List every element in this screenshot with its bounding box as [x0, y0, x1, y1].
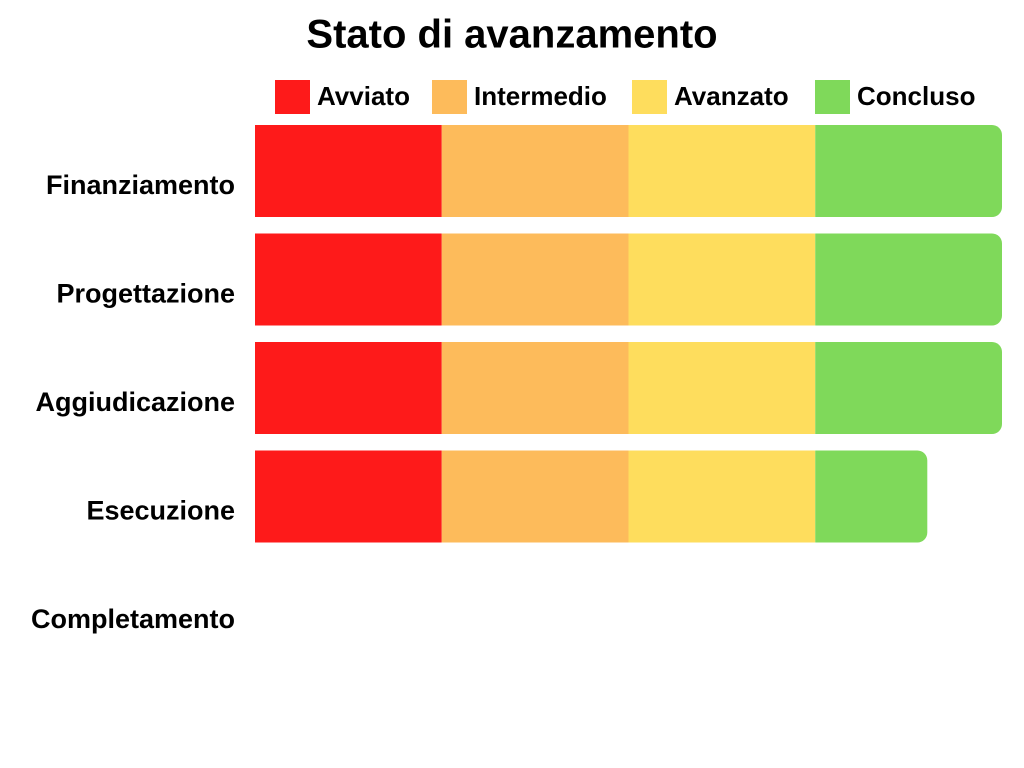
legend-swatch	[632, 80, 667, 114]
bar-segment	[255, 233, 442, 326]
bar-segment	[255, 125, 442, 217]
chart-title: Stato di avanzamento	[306, 13, 717, 57]
legend-label: Avviato	[317, 81, 410, 111]
legend-label: Avanzato	[674, 81, 789, 111]
legend-swatch	[275, 80, 310, 114]
bar-segment	[628, 233, 816, 326]
bar-segment	[441, 125, 629, 217]
bar-segment	[815, 125, 1002, 217]
category-label: Progettazione	[56, 279, 235, 309]
bar-segment	[628, 342, 816, 434]
bar-segment	[815, 342, 1002, 434]
legend-swatch	[815, 80, 850, 114]
bar-segment	[441, 233, 629, 326]
bar-segment	[815, 450, 928, 543]
category-label: Esecuzione	[86, 496, 235, 526]
legend-swatch	[432, 80, 467, 114]
bar-segment	[628, 450, 816, 543]
bar-segment	[255, 342, 442, 434]
legend-label: Concluso	[857, 81, 975, 111]
bar-segment	[441, 450, 629, 543]
legend-label: Intermedio	[474, 81, 607, 111]
bar-segment	[441, 342, 629, 434]
category-label: Completamento	[31, 604, 235, 634]
category-label: Finanziamento	[46, 170, 235, 200]
bar-segment	[628, 125, 816, 217]
bar-segment	[255, 450, 442, 543]
bar-segment	[815, 233, 1002, 326]
category-label: Aggiudicazione	[35, 387, 235, 417]
